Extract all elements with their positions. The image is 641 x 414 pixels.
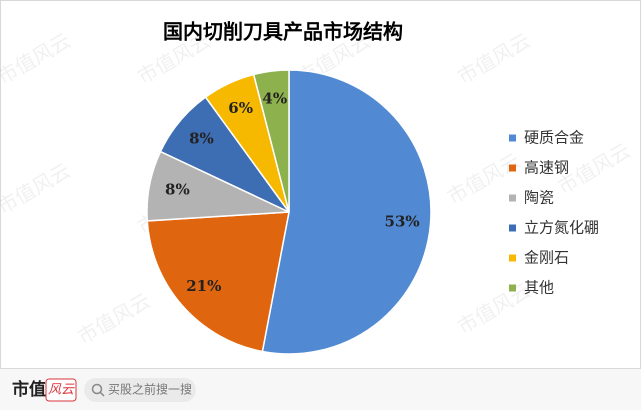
data-label: 8%: [165, 181, 190, 199]
brand-badge: [45, 378, 77, 402]
legend-swatch: [509, 224, 516, 232]
legend-swatch: [509, 194, 516, 202]
legend-label: 立方氮化硼: [524, 219, 599, 237]
legend-swatch: [509, 164, 516, 172]
legend-swatch: [509, 284, 516, 292]
search-box[interactable]: [84, 378, 196, 402]
search-placeholder: 买股之前搜一搜: [108, 382, 192, 397]
legend-label: 硬质合金: [524, 129, 584, 147]
legend-label: 金刚石: [524, 249, 569, 267]
legend-label: 陶瓷: [524, 189, 554, 207]
chart-title: 国内切削刀具产品市场结构: [163, 20, 403, 44]
data-label: 6%: [228, 99, 253, 117]
search-icon-handle: [99, 391, 105, 397]
brand-right: 风云: [48, 383, 75, 398]
brand-left: 市值: [12, 379, 46, 400]
legend-swatch: [509, 134, 516, 142]
pie-slice: [252, 69, 290, 213]
legend-label: 高速钢: [524, 159, 569, 177]
legend-label: 其他: [524, 279, 554, 297]
data-label: 8%: [189, 130, 214, 148]
legend-swatch: [509, 254, 516, 262]
data-label: 21%: [186, 277, 221, 295]
pie-slice: [261, 69, 432, 355]
search-icon: [91, 383, 103, 395]
pie-slice: [146, 211, 290, 353]
data-label: 4%: [262, 89, 287, 107]
pie: 53% 21% 8% 8% 6% 4%: [146, 69, 432, 355]
data-label: 53%: [385, 213, 420, 231]
